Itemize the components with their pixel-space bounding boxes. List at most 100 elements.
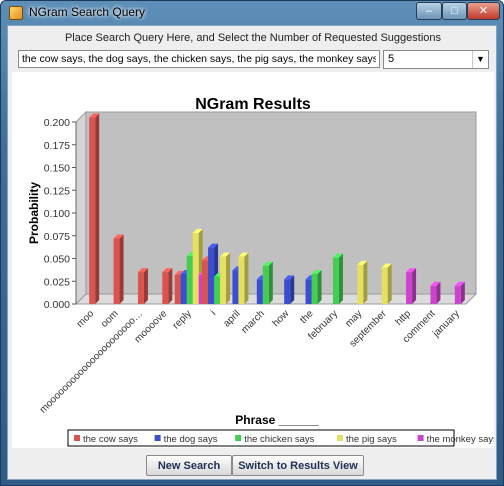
bar-side	[387, 263, 392, 304]
instructions-label: Place Search Query Here, and Select the …	[64, 32, 442, 44]
java-app-icon	[9, 6, 23, 20]
bar-side	[143, 268, 148, 304]
legend-label: the pig says	[346, 434, 397, 445]
close-button[interactable]: ✕	[467, 2, 500, 20]
suggestion-count-value: 5	[388, 53, 395, 65]
y-tick-label: 0.100	[44, 208, 70, 220]
bar-top	[311, 269, 322, 274]
bar-top	[113, 234, 124, 239]
bar-side	[338, 253, 343, 304]
new-search-button[interactable]: New Search	[146, 455, 232, 476]
y-tick-label: 0.150	[44, 163, 70, 175]
suggestion-count-select[interactable]: 5 ▼	[383, 50, 489, 69]
bar-side	[460, 281, 465, 304]
bar	[214, 276, 221, 304]
x-tick-label: april	[221, 308, 242, 329]
bar	[192, 233, 199, 304]
bar-top	[430, 281, 441, 286]
bar	[208, 247, 215, 304]
bar	[284, 279, 291, 304]
bar	[202, 260, 209, 304]
legend-box	[67, 429, 455, 447]
bar	[311, 273, 318, 304]
dropdown-arrow-icon[interactable]: ▼	[472, 51, 488, 68]
bar-side	[317, 269, 322, 304]
bar	[89, 117, 96, 304]
bar-side	[412, 268, 417, 304]
x-axis-label: Phrase ______	[235, 413, 319, 427]
y-tick-label: 0.175	[44, 140, 70, 152]
plot-side-wall	[75, 110, 87, 306]
title-bar[interactable]: NGram Search Query – □ ✕	[1, 1, 503, 25]
x-tick-label: january	[430, 308, 462, 340]
x-tick-label: i	[209, 308, 218, 317]
bar-top	[162, 268, 173, 273]
legend-label: the cow says	[83, 434, 138, 445]
bar	[256, 279, 263, 304]
bar-top	[381, 263, 392, 268]
bar-top	[89, 113, 100, 118]
x-tick-label: the	[298, 308, 316, 326]
bar	[357, 264, 364, 304]
bar	[381, 267, 388, 304]
switch-view-button[interactable]: Switch to Results View	[232, 455, 364, 476]
bar	[186, 255, 193, 304]
window-title: NGram Search Query	[29, 5, 146, 19]
minimize-button[interactable]: –	[416, 2, 442, 20]
bar-top	[357, 260, 368, 265]
bar-top	[406, 268, 417, 273]
bar	[180, 273, 187, 304]
bar-top	[208, 243, 219, 248]
bar	[113, 238, 120, 304]
bar	[174, 274, 181, 304]
bar	[137, 272, 144, 304]
bar-top	[174, 270, 185, 275]
content-panel: Place Search Query Here, and Select the …	[7, 25, 497, 480]
y-tick-label: 0.200	[44, 117, 70, 129]
y-tick-label: 0.125	[44, 185, 70, 197]
bar-top	[332, 253, 343, 258]
x-tick-label: moooooooooooooooooooooo…	[38, 308, 145, 415]
legend-swatch	[417, 435, 424, 441]
bar-top	[192, 229, 203, 234]
x-tick-label: may	[343, 308, 364, 329]
legend-swatch	[235, 435, 242, 441]
bar-top	[284, 275, 295, 280]
bar	[406, 272, 413, 304]
bar	[220, 256, 227, 304]
x-tick-label: reply	[171, 308, 194, 331]
chart-title: NGram Results	[195, 96, 311, 113]
bar-side	[436, 281, 441, 304]
bar-side	[290, 275, 295, 304]
y-axis-label: Probability	[27, 182, 41, 244]
bar	[430, 285, 437, 304]
y-tick-label: 0.075	[44, 231, 70, 243]
search-query-input[interactable]	[18, 50, 380, 68]
bar-side	[95, 113, 100, 304]
bar-top	[238, 252, 249, 257]
bar	[262, 265, 269, 304]
x-tick-label: moo	[75, 308, 97, 330]
ngram-chart: NGram Results 0.000 0.025 0.050 0.075 0.100 0.…	[27, 96, 494, 447]
x-tick-label: march	[240, 308, 267, 335]
y-tick-label: 0.025	[44, 276, 70, 288]
bar-side	[168, 268, 173, 304]
x-tick-label: http	[394, 308, 414, 328]
legend-label: the dog says	[164, 434, 218, 445]
chart-panel: NGram Results 0.000 0.025 0.050 0.075 0.100 0.…	[12, 72, 494, 448]
legend-swatch	[154, 435, 161, 441]
y-tick-label: 0.000	[44, 299, 70, 311]
bar-top	[262, 261, 273, 266]
bar-side	[244, 252, 249, 304]
bar-top	[137, 268, 148, 273]
bar	[332, 257, 339, 304]
bar	[305, 279, 312, 304]
bar-side	[119, 234, 124, 304]
bar	[454, 285, 461, 304]
bar-top	[454, 281, 465, 286]
plot-back-wall	[85, 111, 477, 295]
x-tick-label: how	[271, 308, 292, 329]
maximize-button[interactable]: □	[442, 2, 467, 20]
legend-label: the monkey says	[427, 434, 494, 445]
